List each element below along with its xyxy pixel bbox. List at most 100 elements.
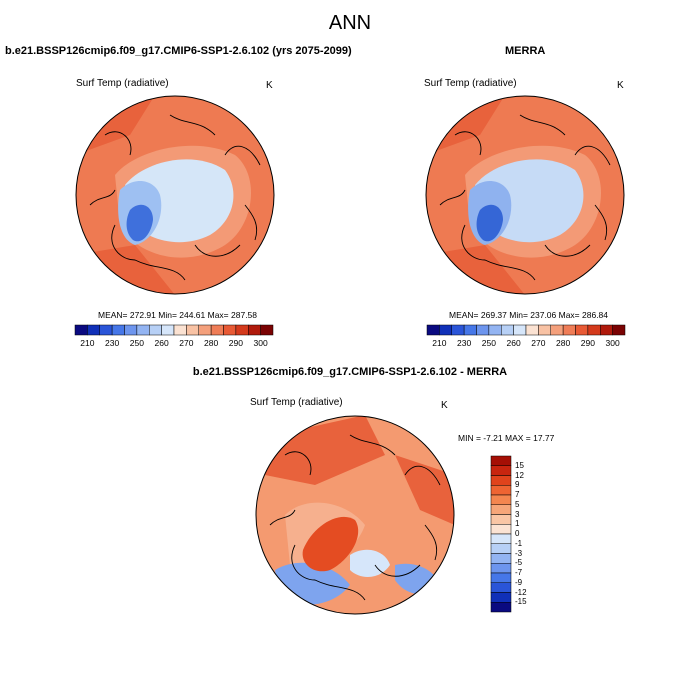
map-border	[425, 95, 625, 295]
colorbar-tick-label: -1	[515, 538, 523, 548]
coastlines	[89, 114, 261, 281]
colorbar-swatch	[587, 324, 601, 336]
colorbar-swatch	[111, 324, 125, 336]
model-colorbar-ticks: 210 230 250 260 270 280 290 300	[75, 338, 273, 350]
colorbar-swatch	[490, 485, 512, 496]
colorbar-tick-label: -7	[515, 568, 523, 577]
colorbar-tick-label: 280	[556, 338, 571, 348]
colorbar-swatch	[235, 324, 249, 336]
colorbar-swatch	[490, 543, 512, 554]
model-panel-title: b.e21.BSSP126cmip6.f09_g17.CMIP6-SSP1-2.…	[5, 45, 352, 57]
colorbar-swatch	[186, 324, 199, 336]
colorbar-tick-label: -5	[515, 558, 523, 568]
map-greenland-core	[126, 204, 153, 242]
colorbar-swatch	[490, 524, 512, 535]
colorbar-tick-label: 250	[481, 338, 496, 348]
obs-colorbar-ticks: 210 230 250 260 270 280 290 300	[427, 338, 625, 350]
colorbar-swatch	[426, 324, 440, 336]
colorbar-swatch	[149, 324, 162, 336]
colorbar-swatch	[501, 324, 514, 336]
colorbar-tick-label: 230	[457, 338, 472, 348]
colorbar-swatch	[490, 533, 512, 544]
colorbar-swatch	[490, 582, 512, 593]
model-colorbar	[74, 324, 274, 336]
colorbar-swatch	[490, 602, 512, 613]
colorbar-tick-label: 290	[228, 338, 243, 348]
colorbar-swatch	[463, 324, 477, 336]
colorbar-swatch	[490, 455, 512, 466]
colorbar-swatch	[490, 504, 512, 515]
colorbar-swatch	[513, 324, 527, 336]
diff-stats: MIN = -7.21 MAX = 17.77	[458, 433, 555, 443]
colorbar-tick-label: 260	[154, 338, 169, 348]
colorbar-tick-label: 210	[80, 338, 95, 348]
colorbar-swatch	[490, 572, 512, 583]
colorbar-swatch	[439, 324, 452, 336]
coastlines	[269, 434, 441, 601]
colorbar-swatch	[490, 494, 512, 505]
colorbar-tick-label: 12	[515, 470, 524, 480]
coastlines	[439, 114, 611, 281]
map-greenland-core	[302, 516, 359, 572]
map-warm-region	[395, 455, 454, 525]
colorbar-tick-label: 3	[515, 509, 520, 519]
diff-colorbar-ticks: 15 12 9 7 5 3 1 0 -1 -3 -5 -7 -9 -12 -15	[515, 456, 555, 612]
colorbar-swatch	[490, 514, 512, 525]
colorbar-swatch	[550, 324, 564, 336]
diff-polar-map	[255, 415, 455, 615]
colorbar-swatch	[562, 324, 576, 336]
diff-units-label: K	[441, 400, 448, 411]
colorbar-tick-label: -12	[515, 587, 527, 597]
model-polar-map	[75, 95, 275, 295]
colorbar-swatch	[538, 324, 551, 336]
colorbar-swatch	[74, 324, 88, 336]
map-border	[255, 415, 455, 615]
colorbar-swatch	[490, 553, 512, 564]
colorbar-tick-label: 1	[515, 519, 520, 529]
colorbar-swatch	[87, 324, 100, 336]
diff-colorbar	[490, 455, 512, 613]
colorbar-swatch	[136, 324, 150, 336]
colorbar-tick-label: 210	[432, 338, 447, 348]
colorbar-swatch	[490, 592, 512, 603]
model-stats: MEAN= 272.91 Min= 244.61 Max= 287.58	[98, 310, 258, 320]
colorbar-tick-label: 290	[580, 338, 595, 348]
colorbar-swatch	[198, 324, 212, 336]
colorbar-tick-label: 230	[105, 338, 120, 348]
colorbar-tick-label: 270	[179, 338, 194, 348]
colorbar-swatch	[210, 324, 224, 336]
colorbar-swatch	[575, 324, 589, 336]
figure-title: ANN	[328, 12, 372, 34]
colorbar-tick-label: 280	[204, 338, 219, 348]
colorbar-swatch	[490, 475, 512, 486]
colorbar-swatch	[173, 324, 187, 336]
model-units-label: K	[266, 80, 273, 91]
colorbar-tick-label: 7	[515, 490, 520, 499]
colorbar-tick-label: 260	[506, 338, 521, 348]
model-variable-label: Surf Temp (radiative)	[76, 78, 169, 89]
obs-stats: MEAN= 269.37 Min= 237.06 Max= 286.84	[449, 310, 609, 320]
colorbar-tick-label: -3	[515, 548, 523, 558]
colorbar-swatch	[451, 324, 465, 336]
colorbar-tick-label: 300	[605, 338, 620, 348]
colorbar-tick-label: 250	[129, 338, 144, 348]
colorbar-swatch	[488, 324, 502, 336]
colorbar-swatch	[161, 324, 175, 336]
colorbar-swatch	[525, 324, 539, 336]
colorbar-swatch	[248, 324, 261, 336]
colorbar-swatch	[124, 324, 138, 336]
colorbar-swatch	[476, 324, 490, 336]
colorbar-tick-label: 15	[515, 460, 524, 470]
colorbar-swatch	[490, 465, 512, 476]
colorbar-tick-label: 270	[531, 338, 546, 348]
colorbar-tick-label: -9	[515, 577, 523, 587]
map-border	[75, 95, 275, 295]
obs-polar-map	[425, 95, 625, 295]
map-greenland-core	[476, 204, 503, 242]
obs-variable-label: Surf Temp (radiative)	[424, 78, 517, 89]
colorbar-swatch	[260, 324, 274, 336]
colorbar-tick-label: 300	[253, 338, 268, 348]
colorbar-swatch	[490, 563, 512, 574]
colorbar-tick-label: 5	[515, 499, 520, 509]
colorbar-tick-label: 0	[515, 529, 520, 538]
